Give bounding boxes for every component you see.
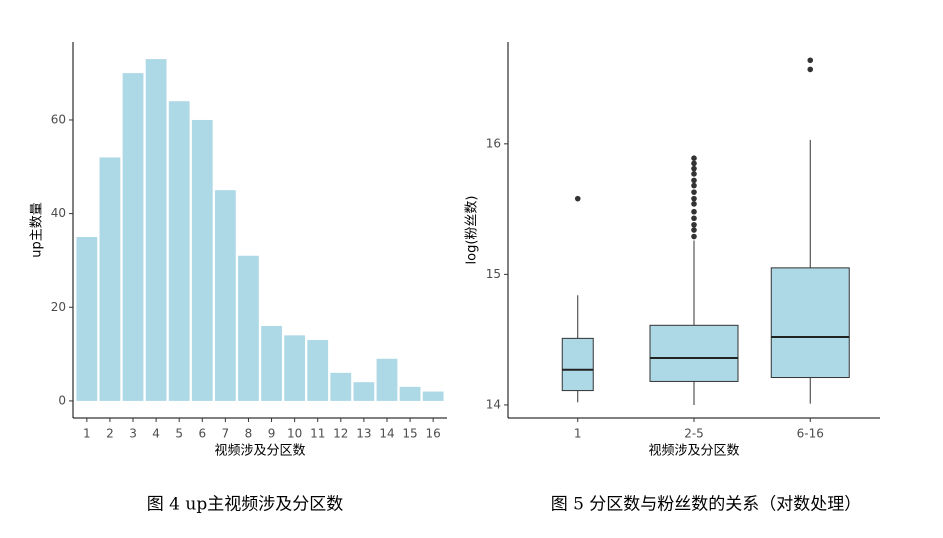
outlier — [691, 177, 697, 184]
x-tick-label: 5 — [175, 427, 183, 441]
box — [770, 267, 850, 379]
x-tick-label: 14 — [379, 427, 394, 441]
bar — [376, 358, 398, 401]
outlier — [691, 155, 697, 161]
x-tick-label: 7 — [222, 427, 230, 441]
x-tick-label: 9 — [268, 427, 276, 441]
x-tick-label: 4 — [152, 427, 160, 441]
y-tick-label: 16 — [486, 136, 501, 150]
outlier — [691, 227, 697, 233]
outlier — [807, 66, 814, 73]
y-axis-title: up主数量 — [30, 202, 45, 258]
outlier — [807, 57, 814, 64]
x-axis-title: 视频涉及分区数 — [648, 444, 739, 459]
outlier — [691, 189, 697, 195]
outlier — [691, 215, 697, 222]
x-tick-label: 6-16 — [797, 427, 824, 441]
x-tick-label: 2-5 — [684, 427, 704, 441]
y-axis-title: log(粉丝数) — [465, 196, 480, 265]
y-tick-label: 14 — [486, 397, 501, 411]
outlier — [691, 160, 697, 167]
outlier — [691, 171, 697, 177]
box — [561, 337, 594, 392]
bar — [284, 335, 306, 401]
bar — [353, 382, 375, 401]
caption: 图 5 分区数与粉丝数的关系（对数处理） — [551, 495, 862, 515]
y-tick-label: 15 — [486, 267, 501, 281]
outlier — [691, 201, 697, 207]
bar — [214, 190, 236, 401]
outlier — [691, 182, 697, 189]
bar — [145, 59, 167, 401]
y-tick-label: 0 — [58, 393, 66, 407]
x-tick-label: 16 — [426, 427, 441, 441]
box — [649, 324, 739, 382]
x-tick-label: 2 — [106, 427, 114, 441]
outlier — [574, 195, 581, 202]
bar — [238, 255, 259, 401]
x-tick-label: 15 — [402, 427, 417, 441]
outlier — [691, 208, 697, 215]
bar — [99, 157, 121, 401]
outlier — [691, 233, 697, 240]
x-tick-label: 3 — [129, 427, 137, 441]
x-tick-label: 13 — [356, 427, 371, 441]
caption: 图 4 up主视频涉及分区数 — [147, 495, 343, 515]
bar — [261, 325, 282, 401]
x-tick-label: 12 — [333, 427, 348, 441]
x-tick-label: 11 — [310, 427, 325, 441]
bar — [191, 119, 213, 401]
outlier — [691, 221, 697, 228]
x-axis-title: 视频涉及分区数 — [214, 444, 305, 459]
bar — [399, 386, 421, 401]
x-tick-label: 6 — [198, 427, 206, 441]
bar — [330, 372, 352, 401]
bar — [168, 101, 190, 401]
bar — [76, 237, 98, 401]
y-tick-label: 40 — [51, 206, 66, 220]
bar — [422, 391, 444, 401]
outlier — [691, 165, 697, 172]
y-tick-label: 20 — [51, 300, 66, 314]
x-tick-label: 8 — [245, 427, 253, 441]
bar — [122, 73, 144, 401]
bar — [307, 340, 329, 401]
x-tick-label: 10 — [287, 427, 302, 441]
x-tick-label: 1 — [574, 427, 582, 441]
y-tick-label: 60 — [51, 112, 66, 126]
x-tick-label: 1 — [83, 427, 91, 441]
outlier — [691, 195, 697, 202]
